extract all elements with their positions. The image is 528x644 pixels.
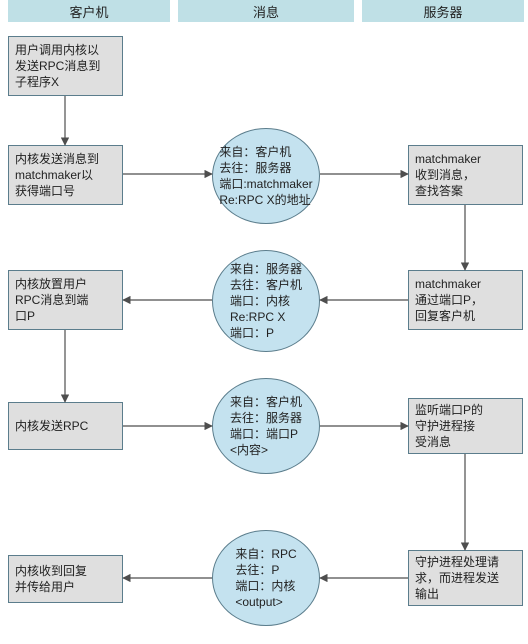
node-s4: 守护进程处理请 求，而进程发送 输出 [408, 550, 523, 606]
node-m4: 来自：RPC 去往：P 端口：内核 <output> [212, 530, 320, 626]
node-s3: 监听端口P的 守护进程接 受消息 [408, 398, 523, 454]
col-header-client: 客户机 [8, 0, 170, 22]
col-header-message: 消息 [178, 0, 354, 22]
node-c4: 内核发送RPC [8, 402, 123, 450]
node-m2: 来自：服务器 去往：客户机 端口：内核 Re:RPC X 端口：P [212, 250, 320, 352]
node-c2: 内核发送消息到 matchmaker以 获得端口号 [8, 145, 123, 205]
node-s1: matchmaker 收到消息， 查找答案 [408, 145, 523, 205]
node-m1: 来自：客户机 去往：服务器 端口:matchmaker Re:RPC X的地址 [212, 128, 320, 224]
node-c3: 内核放置用户 RPC消息到端 口P [8, 270, 123, 330]
node-c5: 内核收到回复 并传给用户 [8, 555, 123, 603]
node-c1: 用户调用内核以 发送RPC消息到 子程序X [8, 36, 123, 96]
node-m3: 来自：客户机 去往：服务器 端口：端口P <内容> [212, 378, 320, 474]
node-s2: matchmaker 通过端口P， 回复客户机 [408, 270, 523, 330]
col-header-server: 服务器 [362, 0, 524, 22]
